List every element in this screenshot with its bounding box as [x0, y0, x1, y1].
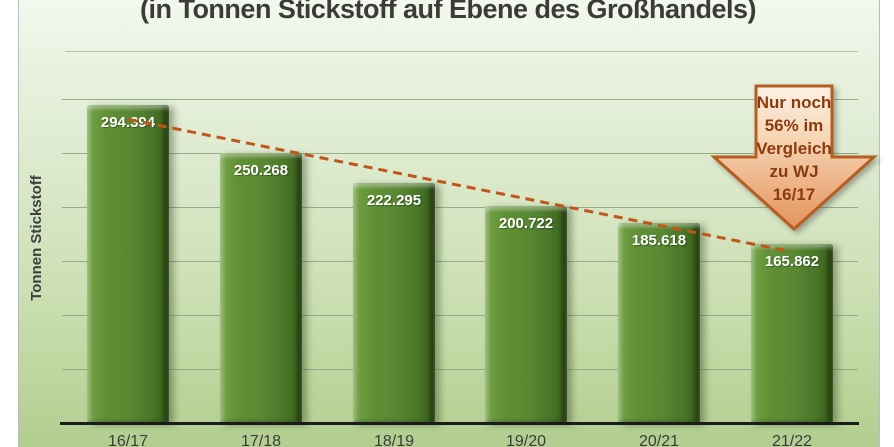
bar-16/17: 294.394 [87, 105, 169, 423]
gridline [62, 261, 858, 262]
annotation-text-line: Nur noch [756, 93, 832, 112]
annotation-text-line: 16/17 [772, 185, 816, 204]
x-axis-label: 18/19 [373, 433, 415, 447]
bar-value-label: 250.268 [233, 162, 289, 179]
bar-19/20: 200.722 [485, 206, 567, 423]
bar-value-label: 222.295 [366, 192, 422, 209]
x-axis-line [60, 422, 859, 425]
title-separator [65, 51, 858, 52]
chart-title: (in Tonnen Stickstoff auf Ebene des Groß… [139, 0, 757, 24]
bar-value-label: 294.394 [100, 114, 156, 131]
bar-17/18: 250.268 [220, 153, 302, 423]
plot-area: 294.394 250.268 222.295 200.722 185.618 165.8… [62, 99, 858, 423]
annotation-text-line: Vergleich [756, 139, 832, 158]
bar-21/22: 165.862 [751, 244, 833, 423]
bar-value-label: 185.618 [631, 232, 687, 249]
bar-value-label: 200.722 [498, 215, 554, 232]
bar-18/19: 222.295 [353, 183, 435, 423]
x-axis-label: 20/21 [638, 433, 680, 447]
gridline [62, 207, 858, 208]
gridline [62, 369, 858, 370]
annotation-text: Nur noch 56% im Vergleich zu WJ 16/17 [744, 91, 844, 206]
bar-value-label: 165.862 [764, 253, 820, 270]
gridline [62, 153, 858, 154]
annotation-text-line: 56% im [764, 116, 824, 135]
gridline [62, 99, 858, 100]
x-axis-label: 16/17 [107, 433, 149, 447]
x-axis-label: 21/22 [771, 433, 813, 447]
x-axis-label: 17/18 [240, 433, 282, 447]
annotation-text-line: zu WJ [769, 162, 819, 181]
gridline [62, 315, 858, 316]
y-axis-title: Tonnen Stickstoff [28, 175, 45, 301]
x-axis-label: 19/20 [505, 433, 547, 447]
bar-20/21: 185.618 [618, 223, 700, 423]
